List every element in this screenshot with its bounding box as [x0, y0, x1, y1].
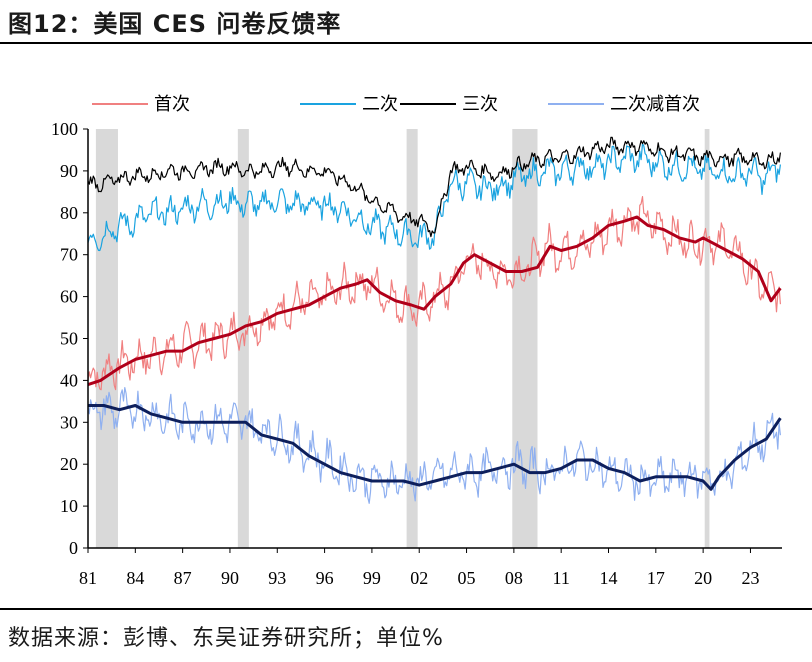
series-line-3	[87, 136, 781, 238]
y-tick-label: 0	[69, 538, 78, 558]
x-tick-label: 14	[600, 568, 618, 588]
y-tick-label: 90	[60, 161, 78, 181]
recession-band	[704, 129, 710, 548]
y-tick-label: 70	[60, 245, 78, 265]
series-line-2	[87, 143, 781, 252]
chart-area: 0 10 20 30 40 50 60 70 80 90 100 81 84 87 90 93 96 99 02 05…	[51, 94, 782, 588]
legend-label: 首次	[154, 94, 190, 115]
x-tick-label: 93	[268, 568, 286, 588]
x-tick-label: 81	[79, 568, 97, 588]
x-tick-label: 20	[694, 568, 712, 588]
series-line-1	[87, 196, 781, 391]
chart-title: 图12：美国 CES 问卷反馈率	[8, 10, 342, 38]
y-tick-label: 60	[60, 287, 78, 307]
legend-label: 二次	[362, 94, 398, 115]
title-bar: 图12：美国 CES 问卷反馈率	[0, 0, 812, 44]
series-line-6	[88, 404, 782, 491]
y-tick-label: 30	[60, 412, 78, 432]
y-tick-label: 50	[60, 329, 78, 349]
footer-rule	[0, 608, 812, 610]
x-tick-label: 87	[174, 568, 192, 588]
legend-label: 二次减首次	[610, 94, 700, 115]
x-tick-label: 11	[553, 568, 570, 588]
legend: 首次 二次 三次 二次减首次	[92, 94, 700, 115]
y-tick-label: 80	[60, 203, 78, 223]
x-tick-label: 90	[221, 568, 239, 588]
x-tick-label: 96	[316, 568, 334, 588]
series-line-4	[87, 387, 781, 504]
source-note: 数据来源：彭博、东吴证券研究所；单位%	[8, 626, 444, 651]
axes: 0 10 20 30 40 50 60 70 80 90 100 81 84 87 90 93 96 99 02 05…	[51, 119, 782, 588]
x-tick-label: 23	[741, 568, 759, 588]
x-tick-label: 99	[363, 568, 381, 588]
y-tick-label: 20	[60, 454, 78, 474]
x-tick-label: 02	[410, 568, 428, 588]
series-line-5	[87, 215, 782, 387]
recession-band	[406, 129, 418, 548]
y-tick-label: 40	[60, 370, 78, 390]
y-tick-label: 10	[60, 496, 78, 516]
x-tick-label: 08	[505, 568, 523, 588]
legend-label: 三次	[462, 94, 498, 115]
x-tick-label: 05	[458, 568, 476, 588]
x-tick-label: 84	[126, 568, 144, 588]
x-tick-label: 17	[647, 568, 665, 588]
series-lines	[87, 136, 782, 504]
y-tick-label: 100	[51, 119, 78, 139]
title-rule	[0, 42, 812, 44]
